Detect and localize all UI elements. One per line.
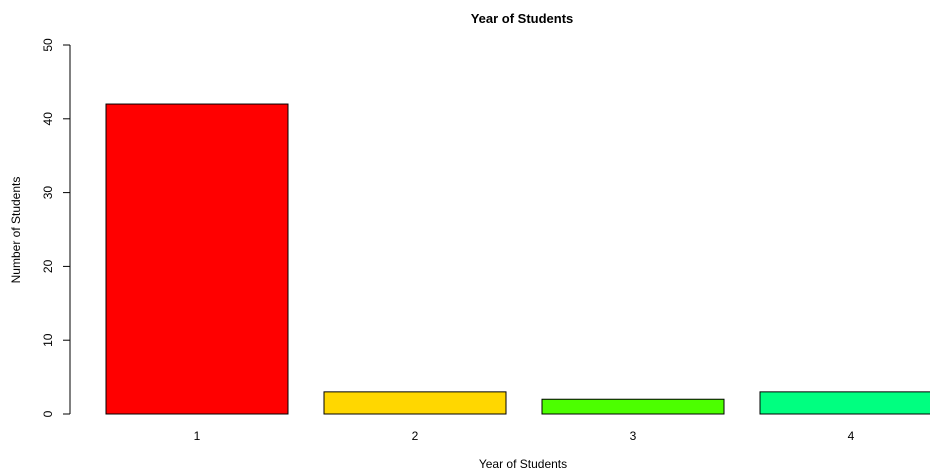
bar [323,391,507,415]
y-tick-label: 10 [41,333,55,347]
chart-title: Year of Students [471,11,574,26]
x-tick-labels: 1 2 3 4 [194,429,855,443]
x-tick-label: 1 [194,429,201,443]
bar [759,391,930,415]
y-tick-label: 40 [41,112,55,126]
y-tick-label: 20 [41,259,55,273]
x-tick-label: 3 [630,429,637,443]
bar [105,103,289,415]
y-axis: 0 10 20 30 40 50 [41,38,71,417]
y-tick-label: 30 [41,186,55,200]
x-tick-label: 2 [412,429,419,443]
bars-group [105,103,930,415]
y-tick-label: 0 [41,410,55,417]
y-tick-label: 50 [41,38,55,52]
x-tick-label: 4 [848,429,855,443]
x-axis-label: Year of Students [479,457,567,471]
y-axis-label: Number of Students [9,177,23,284]
bar [541,398,725,415]
